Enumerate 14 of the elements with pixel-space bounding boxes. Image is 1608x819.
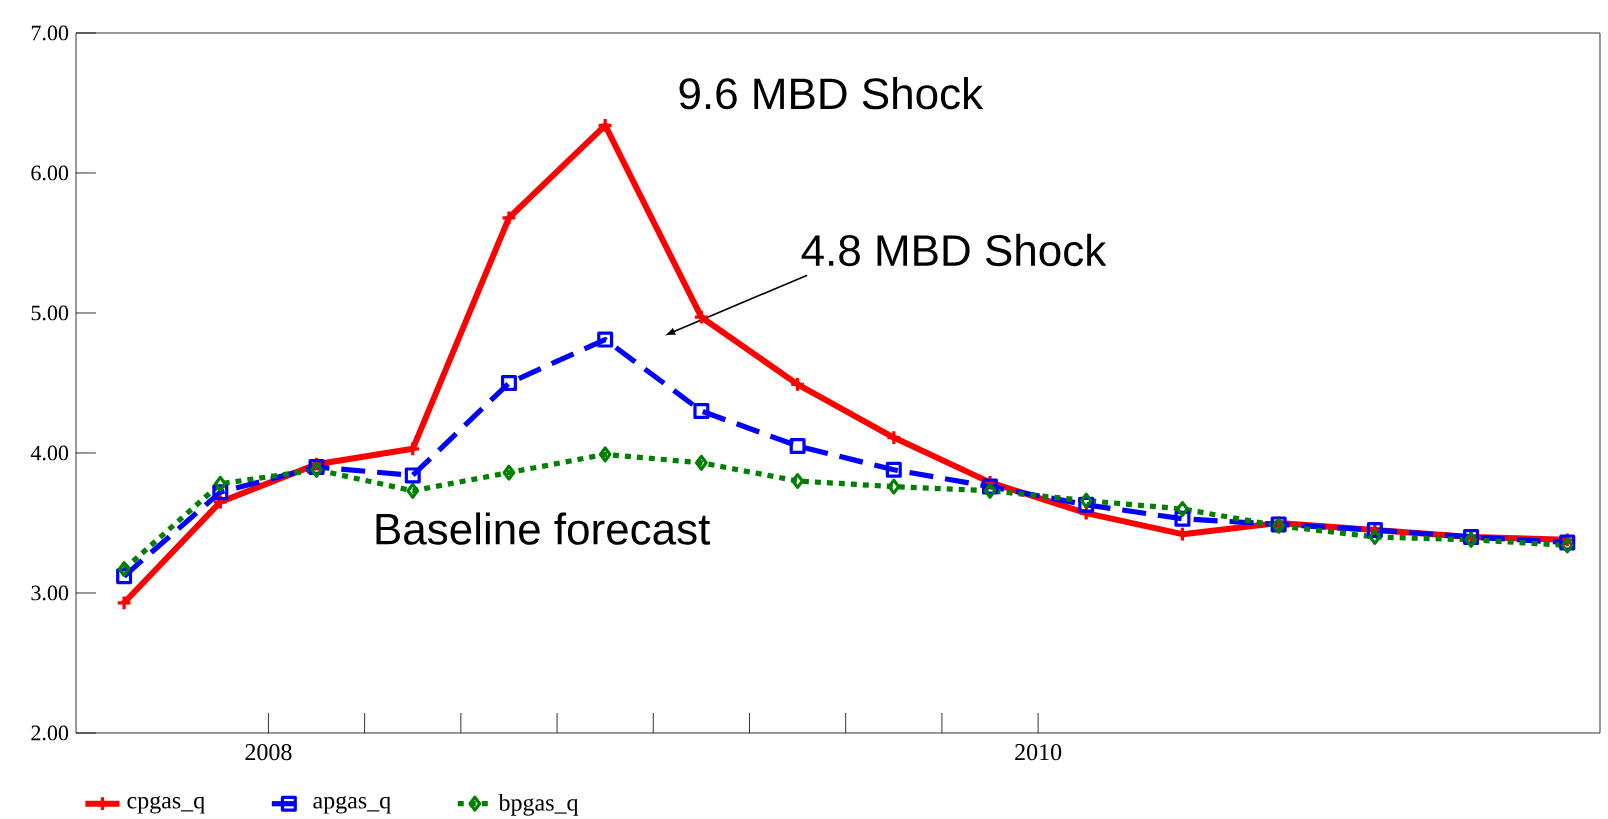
y-tick-label: 6.00 [31,165,69,181]
y-tick-label: 5.00 [31,305,69,321]
annotation: 9.6 MBD Shock [679,77,984,110]
annotation: 4.8 MBD Shock [801,233,1107,267]
legend-label: cpgas_q [127,796,205,814]
y-tick-label: 3.00 [31,585,69,601]
y-tick-label: 4.00 [30,445,69,461]
y-tick-label: 7.00 [31,25,69,41]
y-tick-label: 2.00 [31,725,69,741]
x-tick-label: 2010 [1015,744,1062,761]
annotation: Baseline forecast [376,512,711,545]
legend-label: bpgas_q [498,793,579,816]
x-tick-label: 2008 [245,744,292,761]
legend-label: apgas_q [313,796,391,814]
